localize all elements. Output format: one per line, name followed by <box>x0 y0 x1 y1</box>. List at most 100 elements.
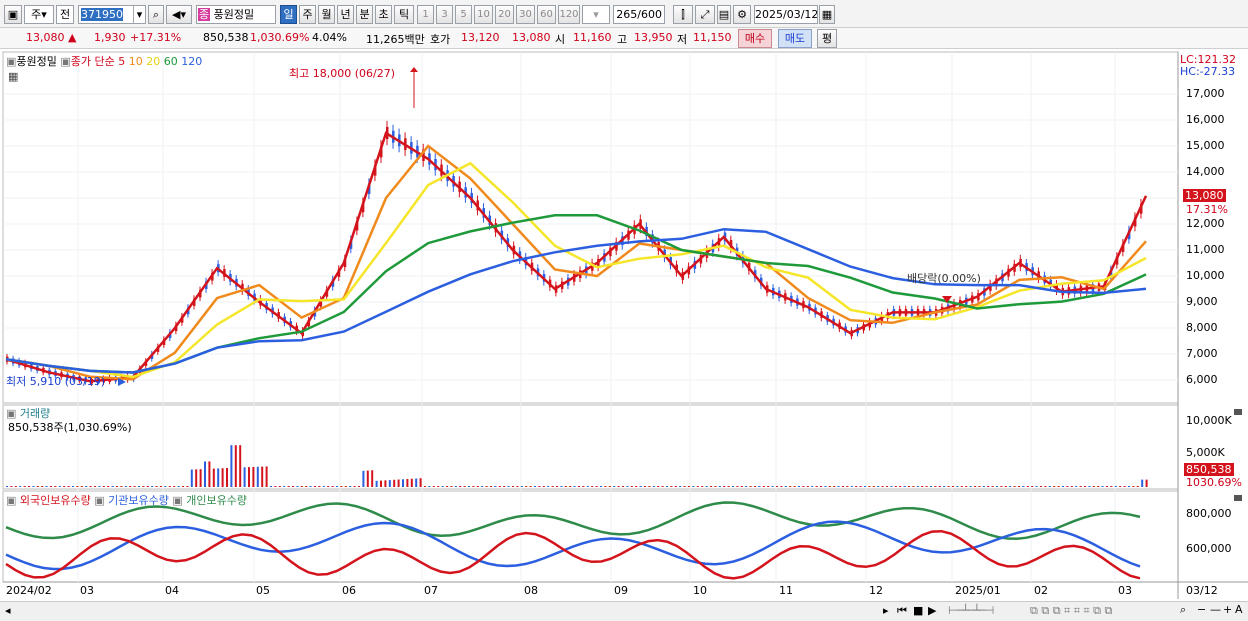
scroll-right-icon[interactable]: ▸ <box>883 604 889 617</box>
volume-bar <box>855 486 858 487</box>
font-icon[interactable]: A <box>1235 603 1243 616</box>
plus-icon[interactable]: + <box>1223 603 1233 616</box>
volume-bar <box>468 486 470 487</box>
volume-bar <box>1044 486 1047 487</box>
interval-120[interactable]: 120 <box>558 5 580 24</box>
tab-day[interactable]: 일 <box>280 5 297 24</box>
interval-10[interactable]: 10 <box>474 5 493 24</box>
interval-30[interactable]: 30 <box>516 5 535 24</box>
volume-bar <box>41 486 44 487</box>
minus-icon[interactable]: − <box>1197 603 1207 616</box>
volume-bar <box>798 486 800 487</box>
price-change: 1,930 <box>94 31 126 44</box>
volume-bar <box>371 470 374 487</box>
volume-bar <box>296 486 299 487</box>
y-tick: 7,000 <box>1186 347 1218 360</box>
volume-bar <box>934 486 937 487</box>
draw-icon[interactable]: ⤢ <box>695 5 715 24</box>
buy-button[interactable]: 매수 <box>738 29 772 48</box>
tab-week[interactable]: 주 <box>299 5 316 24</box>
volume-bar <box>657 486 660 487</box>
line-icon[interactable]: — <box>1210 603 1221 616</box>
stock-chart[interactable] <box>0 50 1248 602</box>
volume-bar <box>520 486 523 487</box>
rewind-icon[interactable]: ⏮ <box>897 604 907 617</box>
volume-bar <box>881 486 884 487</box>
count-input[interactable]: 265/600 <box>613 5 665 24</box>
chart-area[interactable]: ▣풍원정밀 ▣종가 단순 5 10 20 60 120 ▦ 최고 18,000 … <box>0 50 1248 602</box>
legend-institution: 기관보유수량 <box>108 494 169 507</box>
scroll-left-icon[interactable]: ◂ <box>5 604 11 617</box>
tab-year[interactable]: 년 <box>337 5 354 24</box>
tab-tick[interactable]: 틱 <box>394 5 414 24</box>
sell-button[interactable]: 매도 <box>778 29 812 48</box>
volume-bar <box>10 486 13 487</box>
gear-icon[interactable]: ⚙ <box>733 5 751 24</box>
volume-bar <box>758 486 761 487</box>
panel-close-icon <box>1234 495 1242 501</box>
zoom-out-icon[interactable]: ⌕ <box>1180 603 1187 616</box>
chart-type-value: 주 <box>31 8 42 21</box>
date-input[interactable]: 2025/03/12 <box>754 5 818 24</box>
legend-ma20: 20 <box>146 55 161 68</box>
interval-60[interactable]: 60 <box>537 5 556 24</box>
volume-bar <box>217 468 220 487</box>
sound-icon[interactable]: ◀▾ <box>166 5 192 24</box>
tab-month[interactable]: 월 <box>318 5 335 24</box>
calc-icon[interactable]: ▦ <box>8 70 19 83</box>
volume-bar <box>793 486 796 487</box>
volume-bar <box>507 486 510 487</box>
interval-select[interactable]: ▾ <box>582 5 610 24</box>
layout-icons[interactable]: ⧉ ⧉ ⧉ ⌗ ⌗ ⌗ ⧉ ⧉ <box>1030 604 1113 617</box>
volume-title: ▣ 거래량 <box>6 407 51 420</box>
volume-bar <box>14 486 17 487</box>
play-icon[interactable]: ▶ <box>928 604 937 617</box>
panel-close-icon <box>1234 409 1242 415</box>
calendar-icon[interactable]: ▦ <box>819 5 835 24</box>
volume-bar <box>982 486 985 487</box>
price-tag: 13,080 <box>1183 189 1226 202</box>
y-tick: 11,000 <box>1186 243 1225 256</box>
volume-bar <box>745 486 748 487</box>
volume-bar <box>701 486 704 487</box>
volume-bar <box>1132 486 1135 487</box>
volume-bar <box>842 486 844 487</box>
interval-3[interactable]: 3 <box>436 5 453 24</box>
volume-bar <box>1101 486 1104 487</box>
x-tick-right: 03/12 <box>1186 584 1218 597</box>
volume-bar <box>771 486 774 487</box>
candle-icon[interactable]: ⫿ <box>673 5 693 24</box>
volume-bar <box>424 486 426 487</box>
low-annotation: 최저 5,910 (03/19) <box>6 375 106 388</box>
volume-bar <box>393 479 396 487</box>
interval-5[interactable]: 5 <box>455 5 472 24</box>
volume-bar <box>828 486 831 487</box>
volume-bar <box>340 486 343 487</box>
turnover: 4.04% <box>312 31 347 44</box>
tab-minute[interactable]: 분 <box>356 5 373 24</box>
search-icon[interactable]: ⌕ <box>148 5 164 24</box>
volume-bar <box>305 486 308 487</box>
chart-type-select[interactable]: 주▾ <box>24 5 54 24</box>
volume-bar <box>283 486 286 487</box>
stock-name-field[interactable]: 종 풍원정밀 <box>196 5 276 24</box>
zoom-slider[interactable]: ⊢─┴─┴─⊣ <box>948 604 994 617</box>
volume-bar <box>76 486 79 487</box>
tab-second[interactable]: 초 <box>375 5 392 24</box>
eval-button[interactable]: 평 <box>817 29 837 48</box>
save-icon[interactable]: ▤ <box>717 5 731 24</box>
interval-20[interactable]: 20 <box>495 5 514 24</box>
chart-scrollbar[interactable]: ◂ ▸ ⏮ ■ ▶ ⊢─┴─┴─⊣ ⧉ ⧉ ⧉ ⌗ ⌗ ⌗ ⧉ ⧉ ⌕ − — … <box>0 601 1248 621</box>
volume-percent: 1,030.69% <box>250 31 310 44</box>
prev-button[interactable]: 전 <box>56 5 74 24</box>
volume-bar <box>190 469 193 487</box>
volume-subtitle: 850,538주(1,030.69%) <box>8 421 132 434</box>
volume-bar <box>1088 486 1091 487</box>
stock-code-input[interactable]: 371950 ▾ <box>78 5 146 24</box>
chevron-down-icon[interactable]: ▾ <box>133 6 145 23</box>
interval-1[interactable]: 1 <box>417 5 434 24</box>
volume-bar <box>987 486 990 487</box>
volume-bar <box>1106 486 1108 487</box>
stop-icon[interactable]: ■ <box>913 604 924 617</box>
window-icon[interactable]: ▣ <box>4 5 22 24</box>
